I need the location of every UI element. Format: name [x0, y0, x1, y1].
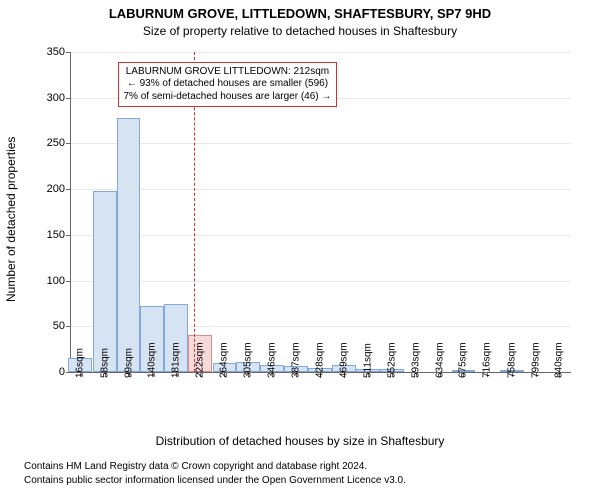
attribution-line-1: Contains HM Land Registry data © Crown c…	[24, 460, 406, 474]
x-tick-label: 346sqm	[267, 342, 278, 378]
y-tick-label: 200	[47, 183, 65, 195]
y-tick-mark	[66, 52, 71, 53]
x-tick-label: 140sqm	[147, 342, 158, 378]
chart-subtitle: Size of property relative to detached ho…	[0, 24, 600, 38]
y-tick-mark	[66, 98, 71, 99]
x-tick-label: 16sqm	[75, 348, 86, 378]
x-tick-label: 758sqm	[506, 342, 517, 378]
annotation-line-2: ← 93% of detached houses are smaller (59…	[124, 78, 332, 91]
x-tick-label: 222sqm	[195, 342, 206, 378]
y-tick-mark	[66, 189, 71, 190]
y-tick-mark	[66, 372, 71, 373]
attribution: Contains HM Land Registry data © Crown c…	[24, 460, 406, 487]
x-tick-label: 716sqm	[482, 342, 493, 378]
bar	[117, 118, 141, 372]
y-tick-label: 300	[47, 92, 65, 104]
y-tick-mark	[66, 235, 71, 236]
y-tick-mark	[66, 143, 71, 144]
plot-area: 05010015020025030035016sqm58sqm99sqm140s…	[70, 52, 571, 373]
y-tick-label: 350	[47, 46, 65, 58]
x-tick-label: 264sqm	[219, 342, 230, 378]
x-tick-label: 99sqm	[123, 348, 134, 378]
x-axis-label: Distribution of detached houses by size …	[0, 434, 600, 448]
x-tick-label: 428sqm	[314, 342, 325, 378]
y-tick-label: 150	[47, 229, 65, 241]
y-tick-label: 100	[47, 275, 65, 287]
y-tick-label: 50	[53, 320, 65, 332]
gridline	[71, 189, 571, 190]
x-tick-label: 593sqm	[410, 342, 421, 378]
chart-title: LABURNUM GROVE, LITTLEDOWN, SHAFTESBURY,…	[0, 6, 600, 21]
x-tick-label: 387sqm	[291, 342, 302, 378]
x-tick-label: 469sqm	[338, 342, 349, 378]
x-tick-label: 305sqm	[243, 342, 254, 378]
gridline	[71, 281, 571, 282]
y-tick-mark	[66, 326, 71, 327]
attribution-line-2: Contains public sector information licen…	[24, 474, 406, 488]
x-tick-label: 552sqm	[386, 342, 397, 378]
x-tick-label: 840sqm	[554, 342, 565, 378]
y-tick-mark	[66, 281, 71, 282]
gridline	[71, 52, 571, 53]
gridline	[71, 143, 571, 144]
annotation-line-3: 7% of semi-detached houses are larger (4…	[124, 91, 332, 104]
annotation-line-1: LABURNUM GROVE LITTLEDOWN: 212sqm	[124, 66, 332, 79]
annotation-box: LABURNUM GROVE LITTLEDOWN: 212sqm← 93% o…	[118, 62, 338, 108]
y-tick-label: 0	[59, 366, 65, 378]
x-tick-label: 511sqm	[363, 343, 374, 378]
x-tick-label: 675sqm	[458, 342, 469, 378]
x-tick-label: 634sqm	[434, 342, 445, 378]
y-axis-label: Number of detached properties	[4, 137, 18, 302]
chart-container: { "chart": { "type": "histogram", "title…	[0, 0, 600, 500]
x-tick-label: 181sqm	[171, 342, 182, 378]
x-tick-label: 58sqm	[99, 348, 110, 378]
x-tick-label: 799sqm	[530, 342, 541, 378]
y-tick-label: 250	[47, 137, 65, 149]
bar	[93, 191, 117, 372]
gridline	[71, 235, 571, 236]
